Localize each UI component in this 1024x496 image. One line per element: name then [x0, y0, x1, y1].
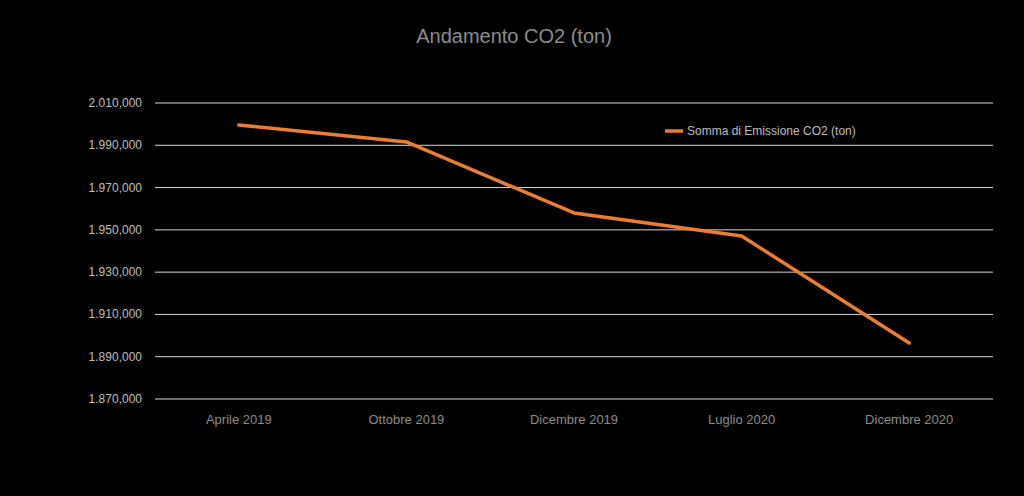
grid-line	[155, 272, 993, 273]
x-tick-label: Dicembre 2020	[865, 412, 953, 427]
grid-line	[155, 356, 993, 357]
y-tick-label: 1.890,000	[89, 350, 143, 364]
chart-svg: Andamento CO2 (ton) 1.870,000 1.890,000 1.9…	[0, 0, 1024, 496]
x-tick-label: Aprile 2019	[206, 412, 272, 427]
chart-container: Andamento CO2 (ton) 1.870,000 1.890,000 1.9…	[0, 0, 1024, 496]
chart-title: Andamento CO2 (ton)	[416, 25, 612, 47]
y-tick-label: 1.990,000	[89, 138, 143, 152]
y-tick-label: 1.950,000	[89, 223, 143, 237]
y-tick-label: 1.930,000	[89, 265, 143, 279]
grid-line	[155, 399, 993, 400]
x-tick-label: Luglio 2020	[708, 412, 775, 427]
grid-line	[155, 187, 993, 188]
legend-swatch	[665, 129, 683, 133]
grid-line	[155, 103, 993, 104]
grid-line	[155, 145, 993, 146]
plot-area	[239, 125, 909, 343]
x-tick-label: Ottobre 2019	[368, 412, 444, 427]
y-tick-label: 1.970,000	[89, 181, 143, 195]
series-line	[239, 125, 909, 343]
y-tick-label: 2.010,000	[89, 96, 143, 110]
legend-label: Somma di Emissione CO2 (ton)	[687, 124, 856, 138]
grid-line	[155, 229, 993, 230]
y-tick-label: 1.870,000	[89, 392, 143, 406]
background	[0, 0, 1024, 496]
y-tick-label: 1.910,000	[89, 307, 143, 321]
x-tick-label: Dicembre 2019	[530, 412, 618, 427]
